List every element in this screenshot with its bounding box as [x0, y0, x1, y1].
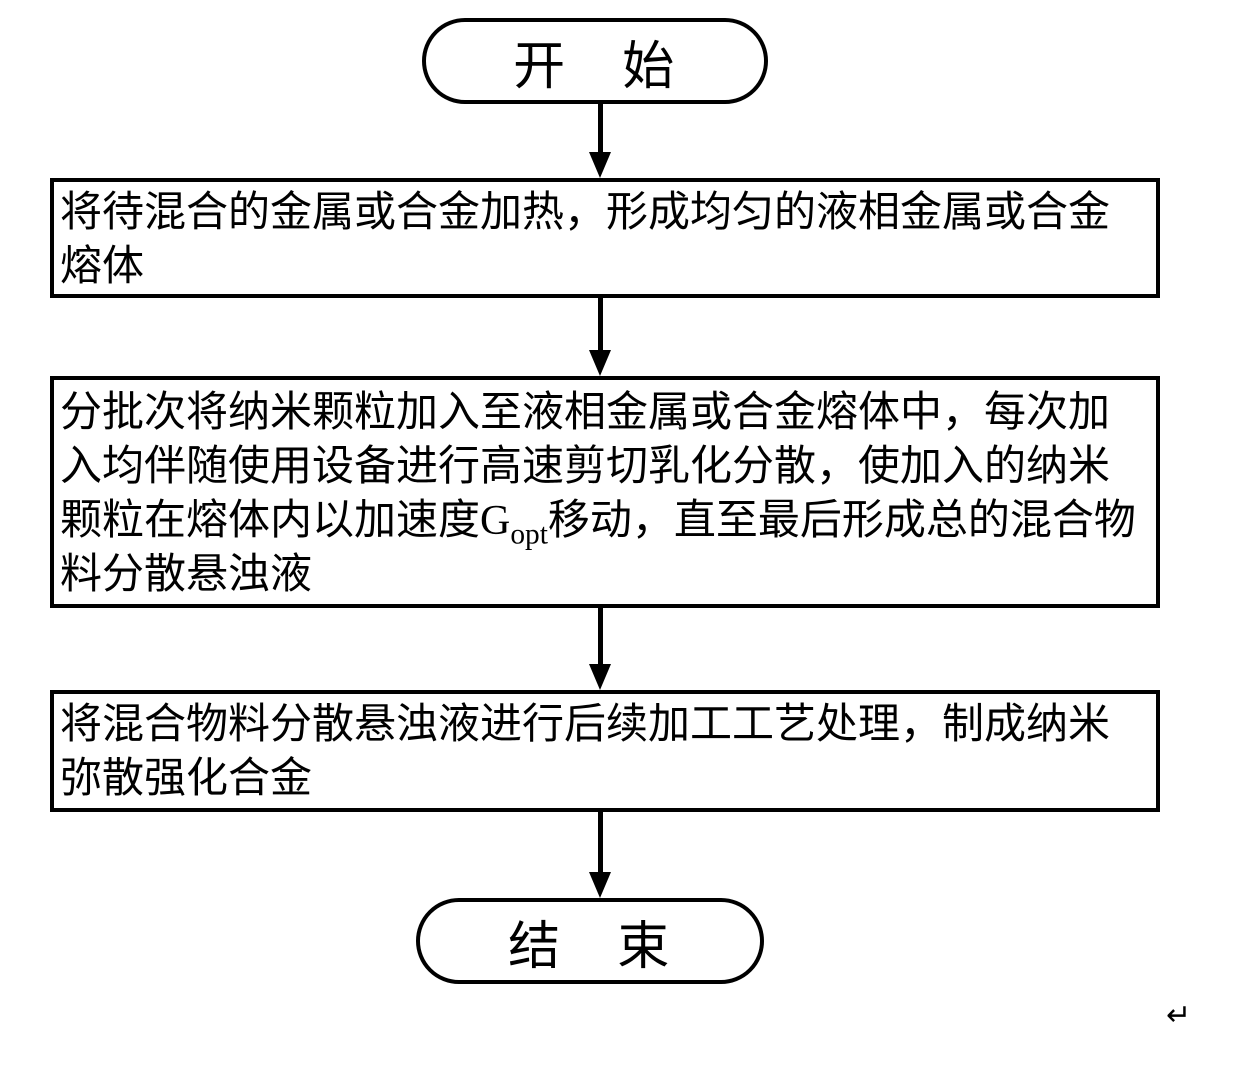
arrow-head-1	[589, 350, 611, 376]
node-step3: 将混合物料分散悬浊液进行后续加工工艺处理，制成纳米弥散强化合金	[50, 690, 1160, 812]
node-end-label: 结 束	[508, 904, 672, 979]
node-step3-label: 将混合物料分散悬浊液进行后续加工工艺处理，制成纳米弥散强化合金	[60, 698, 1150, 806]
arrow-shaft-0	[598, 104, 603, 154]
node-step1-label: 将待混合的金属或合金加热，形成均匀的液相金属或合金熔体	[60, 186, 1150, 294]
node-step2: 分批次将纳米颗粒加入至液相金属或合金熔体中，每次加入均伴随使用设备进行高速剪切乳…	[50, 376, 1160, 608]
arrow-shaft-1	[598, 298, 603, 352]
arrow-head-3	[589, 872, 611, 898]
node-end: 结 束	[416, 898, 764, 984]
footer-return-mark: ↵	[1166, 998, 1191, 1033]
node-step1: 将待混合的金属或合金加热，形成均匀的液相金属或合金熔体	[50, 178, 1160, 298]
node-step2-label: 分批次将纳米颗粒加入至液相金属或合金熔体中，每次加入均伴随使用设备进行高速剪切乳…	[60, 386, 1150, 602]
arrow-head-0	[589, 152, 611, 178]
node-start-label: 开 始	[513, 24, 677, 99]
arrow-shaft-2	[598, 608, 603, 666]
node-start: 开 始	[422, 18, 768, 104]
flowchart-canvas: 开 始将待混合的金属或合金加热，形成均匀的液相金属或合金熔体分批次将纳米颗粒加入…	[0, 0, 1240, 1070]
arrow-head-2	[589, 664, 611, 690]
arrow-shaft-3	[598, 812, 603, 874]
